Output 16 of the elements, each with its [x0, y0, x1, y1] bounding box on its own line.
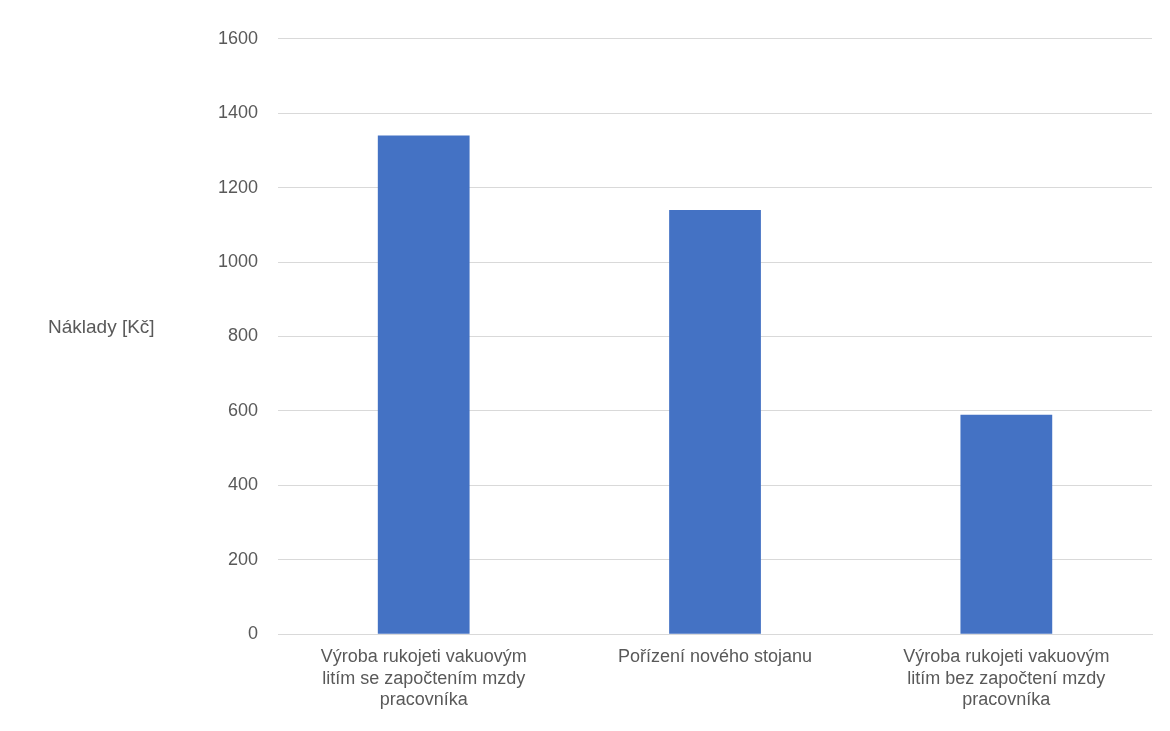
x-tick-label: Pořízení nového stojanu	[617, 645, 813, 666]
y-tick-label: 400	[228, 474, 259, 495]
y-tick-label: 200	[228, 548, 259, 569]
x-tick-label: Výroba rukojeti vakuovým litím bez započtení mzdy pracovníka	[903, 645, 1110, 710]
bar	[669, 209, 761, 634]
y-tick-label: 800	[228, 325, 259, 346]
y-tick-label: 1600	[218, 27, 259, 48]
y-tick-label: 0	[248, 623, 259, 644]
y-axis-title: Náklady [Kč]	[48, 316, 155, 338]
bar	[377, 135, 470, 634]
bar	[960, 414, 1053, 634]
y-tick-label: 1200	[218, 176, 259, 197]
y-tick-label: 1000	[218, 251, 259, 272]
x-tick-label: Výroba rukojeti vakuovým litím se započtením mzdy pracovníka	[320, 645, 527, 710]
y-tick-label: 1400	[218, 102, 259, 123]
y-tick-label: 600	[228, 399, 259, 420]
